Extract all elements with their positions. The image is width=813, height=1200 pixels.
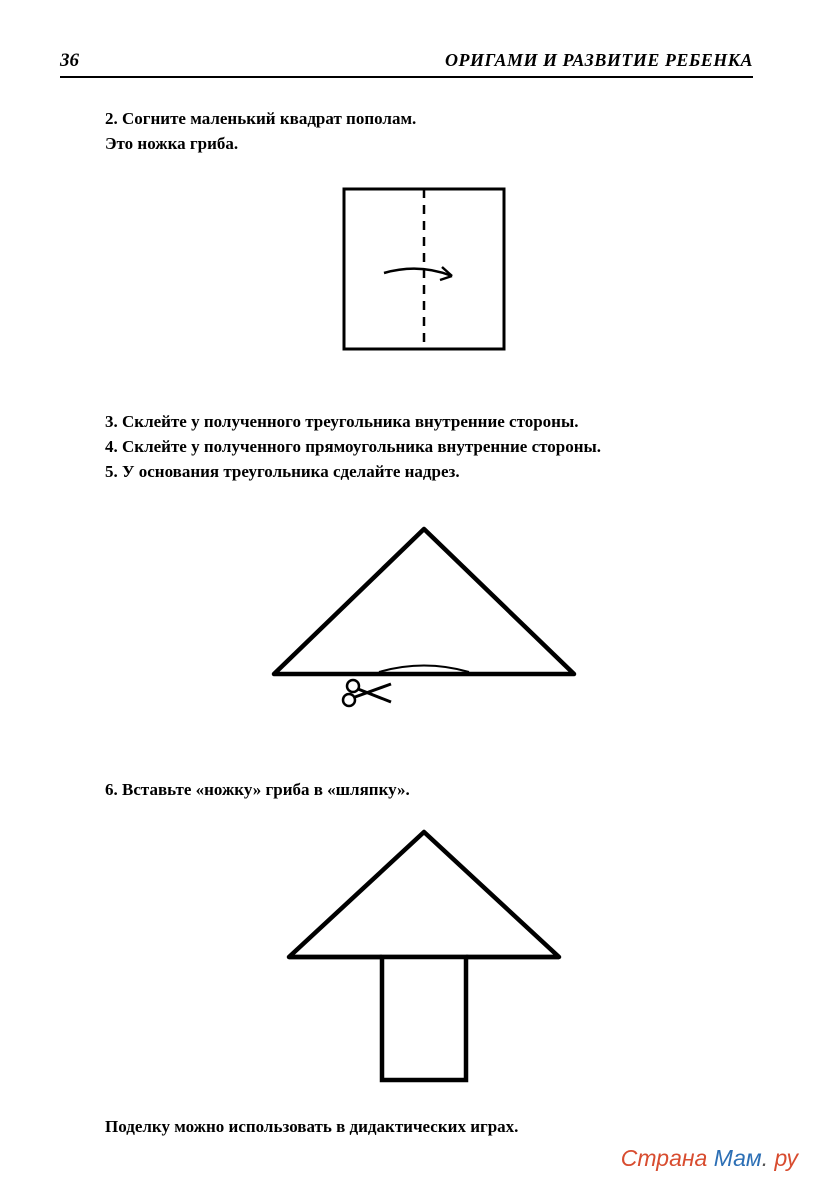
step-5: 5. У основания треугольника сделайте над… (105, 461, 743, 484)
watermark-part1: Страна (621, 1145, 708, 1171)
step-3: 3. Склейте у полученного треугольника вн… (105, 411, 743, 434)
diagram-triangle-cut (105, 514, 743, 724)
diagram-square-fold (105, 181, 743, 361)
watermark-part4: ру (774, 1145, 798, 1171)
watermark: Страна Мам. ру (621, 1145, 798, 1172)
step-2-line1: 2. Согните маленький квадрат пополам. (105, 108, 743, 131)
diagram-mushroom (105, 822, 743, 1092)
step-6: 6. Вставьте «ножку» гриба в «шляпку». (105, 779, 743, 802)
footer-note: Поделку можно использовать в дидактическ… (105, 1117, 743, 1137)
header-rule (60, 76, 753, 78)
step-2-line2: Это ножка гриба. (105, 133, 743, 156)
header-title: ОРИГАМИ И РАЗВИТИЕ РЕБЕНКА (445, 50, 753, 71)
watermark-part2: Мам (714, 1145, 762, 1171)
watermark-part3: . (762, 1145, 775, 1171)
page-number: 36 (60, 50, 79, 72)
step-4: 4. Склейте у полученного прямоугольника … (105, 436, 743, 459)
